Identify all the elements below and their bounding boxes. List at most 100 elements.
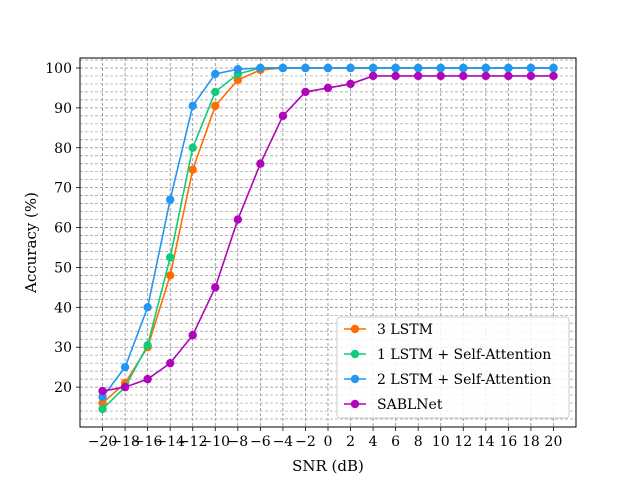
data-point xyxy=(368,71,378,81)
data-point xyxy=(165,253,175,262)
data-point xyxy=(98,392,107,402)
legend-label: 1 LSTM + Self-Attention xyxy=(377,347,551,363)
data-point xyxy=(459,71,468,81)
x-tick-label: −16 xyxy=(133,434,163,450)
data-point xyxy=(413,63,423,73)
x-tick-label: −20 xyxy=(88,434,118,450)
data-point xyxy=(143,303,152,312)
x-tick-label: 0 xyxy=(324,434,333,450)
data-point xyxy=(436,71,445,81)
legend-label: 2 LSTM + Self-Attention xyxy=(377,372,551,388)
y-tick-label: 60 xyxy=(54,221,72,237)
data-point xyxy=(301,63,310,73)
data-point xyxy=(211,101,220,111)
data-point xyxy=(368,63,378,73)
data-point xyxy=(233,215,243,224)
data-point xyxy=(346,63,355,73)
y-tick-label: 90 xyxy=(54,101,72,117)
y-tick-label: 80 xyxy=(54,141,72,157)
y-tick-label: 100 xyxy=(45,61,72,77)
data-point xyxy=(323,83,333,93)
x-tick-label: 20 xyxy=(545,434,563,450)
x-tick-label: −10 xyxy=(200,434,230,450)
legend-item: 1 LSTM + Self-Attention xyxy=(344,347,551,363)
data-point xyxy=(346,79,355,89)
data-point xyxy=(504,71,513,81)
data-point xyxy=(98,404,107,414)
data-point xyxy=(165,358,175,368)
legend-swatch-marker xyxy=(350,374,360,384)
data-point xyxy=(526,71,536,81)
x-tick-label: 4 xyxy=(369,434,378,450)
x-tick-label: −2 xyxy=(295,434,316,450)
data-point xyxy=(481,71,491,81)
x-tick-label: 8 xyxy=(414,434,423,450)
data-point xyxy=(188,101,197,111)
data-point xyxy=(165,195,175,204)
data-point xyxy=(391,63,400,73)
x-tick-label: −8 xyxy=(227,434,248,450)
data-point xyxy=(526,63,536,73)
x-tick-label: −6 xyxy=(250,434,271,450)
x-tick-label: 6 xyxy=(391,434,400,450)
y-tick-label: 40 xyxy=(54,300,72,316)
data-point xyxy=(143,341,152,350)
data-point xyxy=(211,69,220,79)
data-point xyxy=(98,398,107,408)
data-point xyxy=(549,63,558,73)
legend-item: 2 LSTM + Self-Attention xyxy=(344,372,551,388)
data-point xyxy=(391,71,400,81)
x-tick-label: −18 xyxy=(110,434,140,450)
x-tick-label: 2 xyxy=(346,434,355,450)
data-point xyxy=(188,331,197,340)
x-axis-label: SNR (dB) xyxy=(292,457,364,475)
data-point xyxy=(188,143,197,152)
y-tick-label: 30 xyxy=(54,340,72,356)
legend-swatch-marker xyxy=(350,349,360,359)
y-axis-label: Accuracy (%) xyxy=(22,192,40,294)
data-point xyxy=(120,382,130,392)
x-tick-label: −14 xyxy=(155,434,185,450)
legend-label: 3 LSTM xyxy=(377,322,433,338)
legend-swatch-marker xyxy=(350,399,360,409)
data-point xyxy=(323,63,333,73)
data-point xyxy=(459,63,468,73)
data-point xyxy=(165,271,175,280)
legend-item: 3 LSTM xyxy=(344,322,433,338)
x-tick-label: −12 xyxy=(178,434,208,450)
data-point xyxy=(413,71,423,81)
data-point xyxy=(504,63,513,73)
data-point xyxy=(233,75,243,85)
data-point xyxy=(211,283,220,292)
data-point xyxy=(301,87,310,97)
data-point xyxy=(98,386,107,396)
data-point xyxy=(211,87,220,97)
x-tick-label: 10 xyxy=(432,434,450,450)
series-sablnet xyxy=(98,71,558,396)
series-group xyxy=(98,63,558,414)
series-2-lstm-self-attention xyxy=(98,63,558,402)
legend-item: SABLNet xyxy=(344,397,443,413)
data-point xyxy=(549,71,558,81)
data-point xyxy=(481,63,491,73)
y-tick-label: 50 xyxy=(54,260,72,276)
x-tick-label: 18 xyxy=(522,434,540,450)
data-point xyxy=(143,374,152,384)
x-tick-label: −4 xyxy=(273,434,294,450)
data-point xyxy=(436,63,445,73)
data-point xyxy=(120,362,130,372)
data-point xyxy=(188,165,197,174)
axis-ticks: −20−18−16−14−12−10−8 −6 −4 −2 0 2 4 6 8 10 12 14 16 1… xyxy=(45,61,562,450)
legend-box xyxy=(336,316,570,419)
data-point xyxy=(233,64,243,74)
data-point xyxy=(256,159,265,168)
y-tick-label: 70 xyxy=(54,181,72,197)
legend-label: SABLNet xyxy=(377,397,443,413)
legend-swatch-marker xyxy=(350,324,360,334)
x-tick-label: 12 xyxy=(454,434,472,450)
x-tick-label: 16 xyxy=(499,434,517,450)
x-tick-label: 14 xyxy=(477,434,495,450)
legend: 3 LSTM 1 LSTM + Self-Attention 2 LSTM + Se… xyxy=(336,316,570,419)
